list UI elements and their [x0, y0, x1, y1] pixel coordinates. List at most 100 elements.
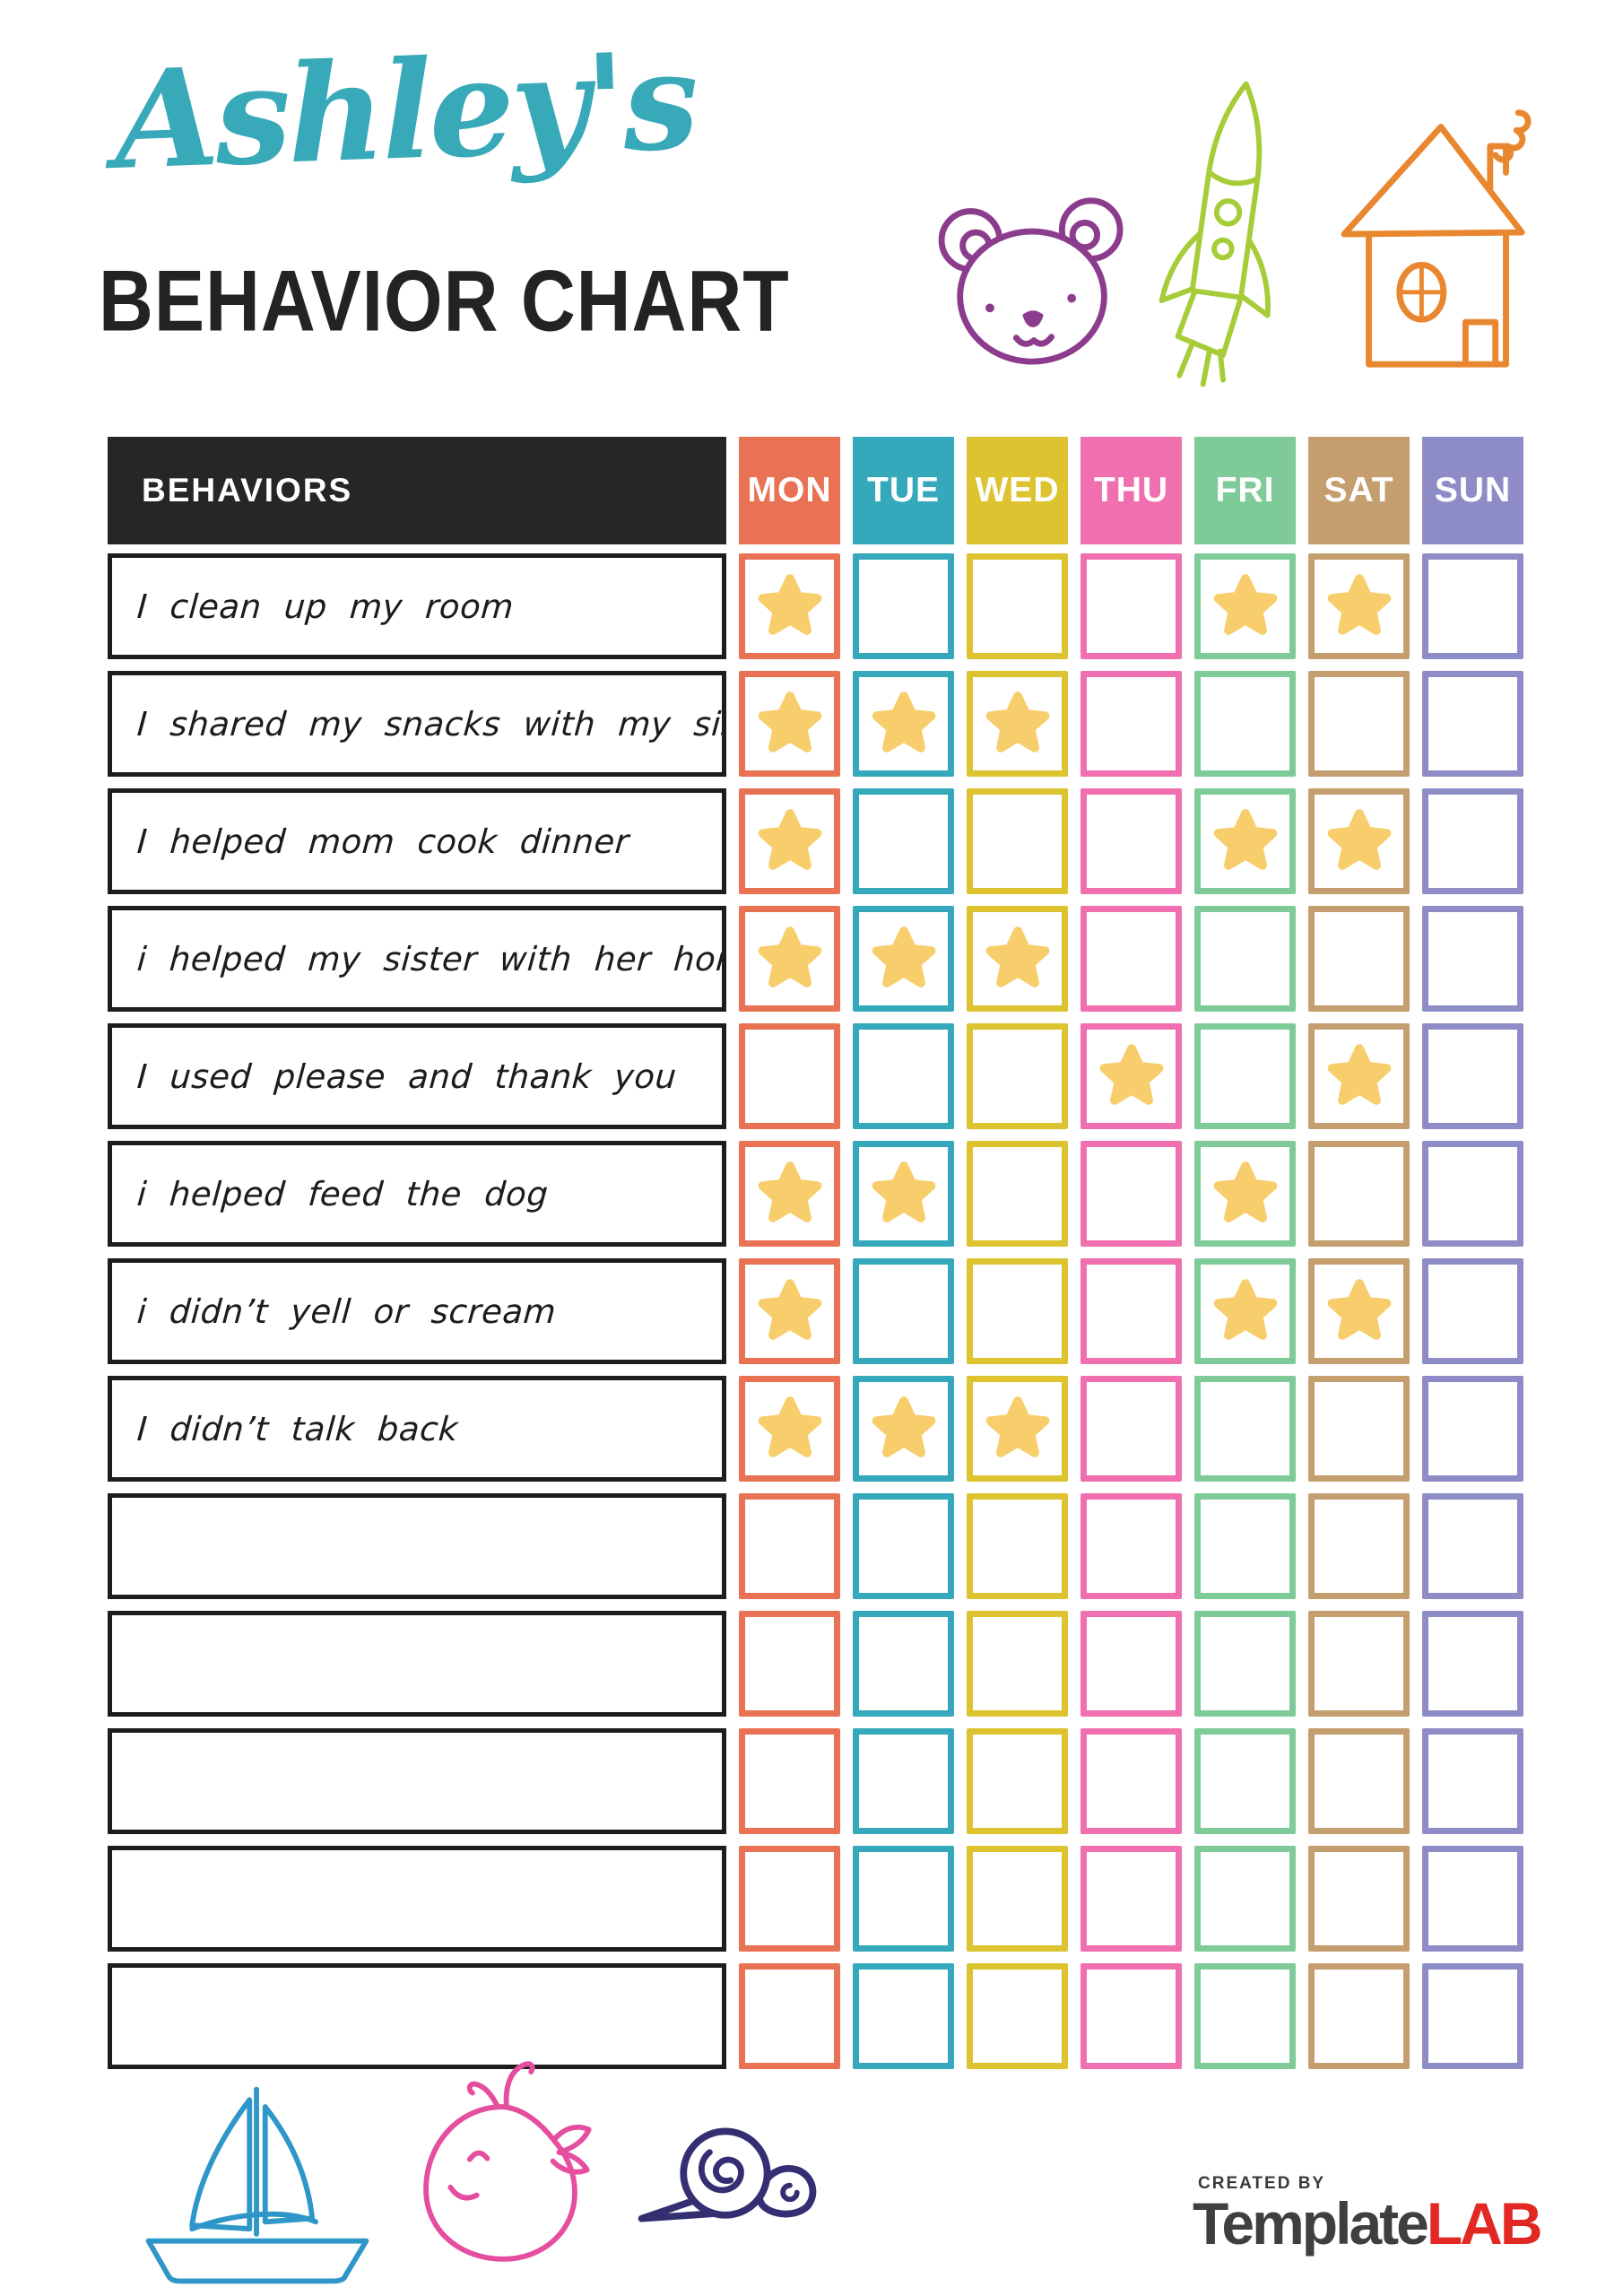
- star-cell-sat[interactable]: [1308, 1963, 1410, 2069]
- star-cell-thu[interactable]: [1081, 1611, 1182, 1717]
- star-cell-sun[interactable]: [1422, 1023, 1523, 1129]
- star-cell-thu[interactable]: [1081, 1963, 1182, 2069]
- behavior-label: i helped my sister with her homework: [108, 906, 726, 1012]
- star-cell-mon[interactable]: [739, 1963, 840, 2069]
- star-cell-sun[interactable]: [1422, 553, 1523, 659]
- star-cell-wed[interactable]: [967, 1141, 1068, 1247]
- star-cell-mon[interactable]: [739, 1846, 840, 1952]
- star-cell-wed[interactable]: [967, 671, 1068, 777]
- star-cell-thu[interactable]: [1081, 1728, 1182, 1834]
- star-cell-mon[interactable]: [739, 1376, 840, 1482]
- star-cell-fri[interactable]: [1194, 1963, 1296, 2069]
- star-cell-sat[interactable]: [1308, 1493, 1410, 1599]
- star-cell-tue[interactable]: [853, 1846, 954, 1952]
- star-icon: [985, 1396, 1049, 1457]
- star-cell-tue[interactable]: [853, 1141, 954, 1247]
- star-cell-fri[interactable]: [1194, 1493, 1296, 1599]
- star-cell-fri[interactable]: [1194, 788, 1296, 894]
- star-cell-wed[interactable]: [967, 1963, 1068, 2069]
- star-cell-wed[interactable]: [967, 788, 1068, 894]
- star-cell-thu[interactable]: [1081, 788, 1182, 894]
- star-cell-thu[interactable]: [1081, 906, 1182, 1012]
- star-cell-sun[interactable]: [1422, 1493, 1523, 1599]
- star-cell-tue[interactable]: [853, 553, 954, 659]
- star-cell-mon[interactable]: [739, 1141, 840, 1247]
- star-cell-thu[interactable]: [1081, 1846, 1182, 1952]
- star-cell-fri[interactable]: [1194, 1023, 1296, 1129]
- star-cell-wed[interactable]: [967, 1728, 1068, 1834]
- star-cell-tue[interactable]: [853, 1728, 954, 1834]
- star-cell-wed[interactable]: [967, 1611, 1068, 1717]
- star-cell-thu[interactable]: [1081, 671, 1182, 777]
- star-cell-mon[interactable]: [739, 1728, 840, 1834]
- sailboat-doodle-icon: [131, 2079, 384, 2292]
- star-cell-sun[interactable]: [1422, 1963, 1523, 2069]
- star-cell-tue[interactable]: [853, 1963, 954, 2069]
- star-cell-sat[interactable]: [1308, 1376, 1410, 1482]
- templatelab-logo: CREATED BY TemplateLAB: [1193, 2174, 1543, 2253]
- star-cell-fri[interactable]: [1194, 906, 1296, 1012]
- star-cell-sun[interactable]: [1422, 1728, 1523, 1834]
- star-cell-wed[interactable]: [967, 1376, 1068, 1482]
- star-cell-wed[interactable]: [967, 906, 1068, 1012]
- star-cell-tue[interactable]: [853, 788, 954, 894]
- star-cell-sat[interactable]: [1308, 1141, 1410, 1247]
- brand-lab: LAB: [1426, 2190, 1543, 2257]
- star-cell-tue[interactable]: [853, 1493, 954, 1599]
- star-cell-mon[interactable]: [739, 906, 840, 1012]
- star-cell-sun[interactable]: [1422, 906, 1523, 1012]
- star-cell-mon[interactable]: [739, 671, 840, 777]
- behavior-row: i helped feed the dog: [108, 1141, 1523, 1247]
- star-cell-fri[interactable]: [1194, 1728, 1296, 1834]
- star-cell-wed[interactable]: [967, 1846, 1068, 1952]
- star-cell-mon[interactable]: [739, 1023, 840, 1129]
- star-cell-sat[interactable]: [1308, 671, 1410, 777]
- star-cell-sun[interactable]: [1422, 1376, 1523, 1482]
- bear-doodle-icon: [931, 191, 1135, 367]
- star-cell-wed[interactable]: [967, 553, 1068, 659]
- star-cell-sat[interactable]: [1308, 553, 1410, 659]
- behavior-row: I clean up my room: [108, 553, 1523, 659]
- star-cell-mon[interactable]: [739, 553, 840, 659]
- star-cell-tue[interactable]: [853, 671, 954, 777]
- star-cell-wed[interactable]: [967, 1493, 1068, 1599]
- star-cell-sat[interactable]: [1308, 1258, 1410, 1364]
- star-cell-thu[interactable]: [1081, 1141, 1182, 1247]
- star-cell-sun[interactable]: [1422, 1141, 1523, 1247]
- star-cell-fri[interactable]: [1194, 1258, 1296, 1364]
- star-cell-thu[interactable]: [1081, 1023, 1182, 1129]
- star-cell-tue[interactable]: [853, 1258, 954, 1364]
- star-cell-sun[interactable]: [1422, 788, 1523, 894]
- star-cell-sun[interactable]: [1422, 671, 1523, 777]
- star-cell-sat[interactable]: [1308, 1611, 1410, 1717]
- star-cell-sun[interactable]: [1422, 1258, 1523, 1364]
- star-cell-fri[interactable]: [1194, 1846, 1296, 1952]
- star-cell-mon[interactable]: [739, 788, 840, 894]
- star-cell-sat[interactable]: [1308, 1023, 1410, 1129]
- star-cell-mon[interactable]: [739, 1258, 840, 1364]
- star-icon: [758, 1279, 821, 1340]
- star-cell-fri[interactable]: [1194, 1611, 1296, 1717]
- star-cell-wed[interactable]: [967, 1258, 1068, 1364]
- star-cell-wed[interactable]: [967, 1023, 1068, 1129]
- star-cell-fri[interactable]: [1194, 1141, 1296, 1247]
- star-cell-fri[interactable]: [1194, 671, 1296, 777]
- star-cell-sat[interactable]: [1308, 906, 1410, 1012]
- star-cell-mon[interactable]: [739, 1493, 840, 1599]
- star-cell-tue[interactable]: [853, 1611, 954, 1717]
- star-cell-sun[interactable]: [1422, 1846, 1523, 1952]
- star-cell-sat[interactable]: [1308, 1728, 1410, 1834]
- star-cell-tue[interactable]: [853, 1376, 954, 1482]
- star-cell-sat[interactable]: [1308, 1846, 1410, 1952]
- star-cell-thu[interactable]: [1081, 1493, 1182, 1599]
- star-cell-tue[interactable]: [853, 906, 954, 1012]
- star-cell-fri[interactable]: [1194, 1376, 1296, 1482]
- star-cell-mon[interactable]: [739, 1611, 840, 1717]
- star-cell-thu[interactable]: [1081, 1376, 1182, 1482]
- star-cell-thu[interactable]: [1081, 1258, 1182, 1364]
- star-cell-thu[interactable]: [1081, 553, 1182, 659]
- star-cell-sun[interactable]: [1422, 1611, 1523, 1717]
- star-cell-tue[interactable]: [853, 1023, 954, 1129]
- star-cell-fri[interactable]: [1194, 553, 1296, 659]
- star-cell-sat[interactable]: [1308, 788, 1410, 894]
